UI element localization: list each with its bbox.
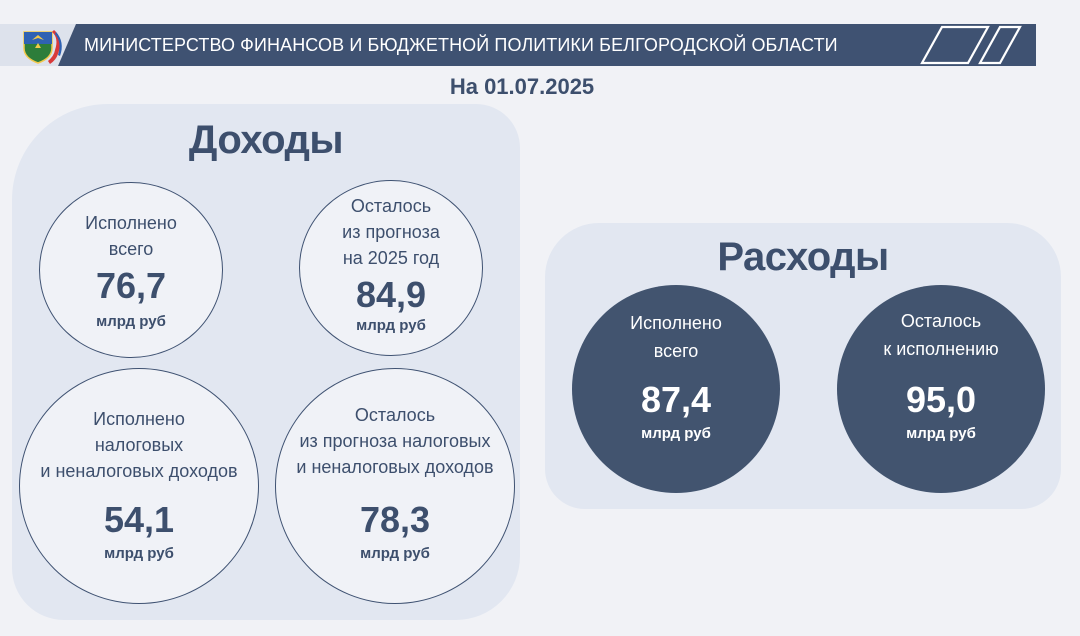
expense-title: Расходы [717, 235, 889, 279]
circle-unit: млрд руб [356, 317, 426, 334]
expense-total-circle: Исполнено всего 87,4 млрд руб [572, 285, 780, 493]
circle-label: и неналоговых доходов [296, 457, 494, 477]
ministry-title: МИНИСТЕРСТВО ФИНАНСОВ И БЮДЖЕТНОЙ ПОЛИТИ… [84, 35, 838, 55]
circle-value: 87,4 [640, 379, 712, 420]
circle-value: 84,9 [355, 274, 427, 315]
income-title: Доходы [188, 118, 344, 162]
circle-unit: млрд руб [641, 425, 711, 442]
circle-label: Исполнено [85, 213, 177, 233]
income-tax-executed-circle: Исполнено налоговых и неналоговых доходо… [19, 368, 259, 604]
income-forecast-remaining-circle: Осталось из прогноза на 2025 год 84,9 мл… [299, 180, 483, 356]
header-bar: МИНИСТЕРСТВО ФИНАНСОВ И БЮДЖЕТНОЙ ПОЛИТИ… [0, 24, 1036, 66]
circle-label: к исполнению [883, 339, 999, 359]
circle-label: Осталось [350, 196, 432, 216]
circle-value: 78,3 [359, 499, 431, 540]
circle-label: и неналоговых доходов [40, 461, 238, 481]
circle-label: всего [653, 341, 699, 361]
circle-unit: млрд руб [360, 545, 430, 562]
circle-label: Осталось [900, 311, 982, 331]
circle-label: всего [108, 239, 154, 259]
slanted-parallelogram-icon [920, 25, 1022, 65]
income-total-circle: Исполнено всего 76,7 млрд руб [39, 182, 223, 358]
circle-label: из прогноза [342, 222, 440, 242]
circle-label: Исполнено [93, 409, 185, 429]
circle-label: на 2025 год [342, 248, 440, 268]
circle-label: из прогноза налоговых [299, 431, 491, 451]
circle-value: 76,7 [95, 265, 167, 306]
report-date: На 01.07.2025 [449, 74, 595, 99]
belgorod-coat-of-arms-icon [23, 30, 62, 64]
circle-label: Осталось [354, 405, 436, 425]
circle-value: 95,0 [905, 379, 977, 420]
circle-unit: млрд руб [104, 545, 174, 562]
income-tax-remaining-circle: Осталось из прогноза налоговых и неналог… [275, 368, 515, 604]
circle-unit: млрд руб [906, 425, 976, 442]
income-panel: Доходы Исполнено всего 76,7 млрд руб Ост… [12, 104, 520, 620]
circle-value: 54,1 [103, 499, 175, 540]
expense-remaining-circle: Осталось к исполнению 95,0 млрд руб [837, 285, 1045, 493]
circle-label: налоговых [94, 435, 184, 455]
circle-unit: млрд руб [96, 313, 166, 330]
expense-panel: Расходы Исполнено всего 87,4 млрд руб Ос… [545, 223, 1061, 509]
circle-label: Исполнено [630, 313, 722, 333]
